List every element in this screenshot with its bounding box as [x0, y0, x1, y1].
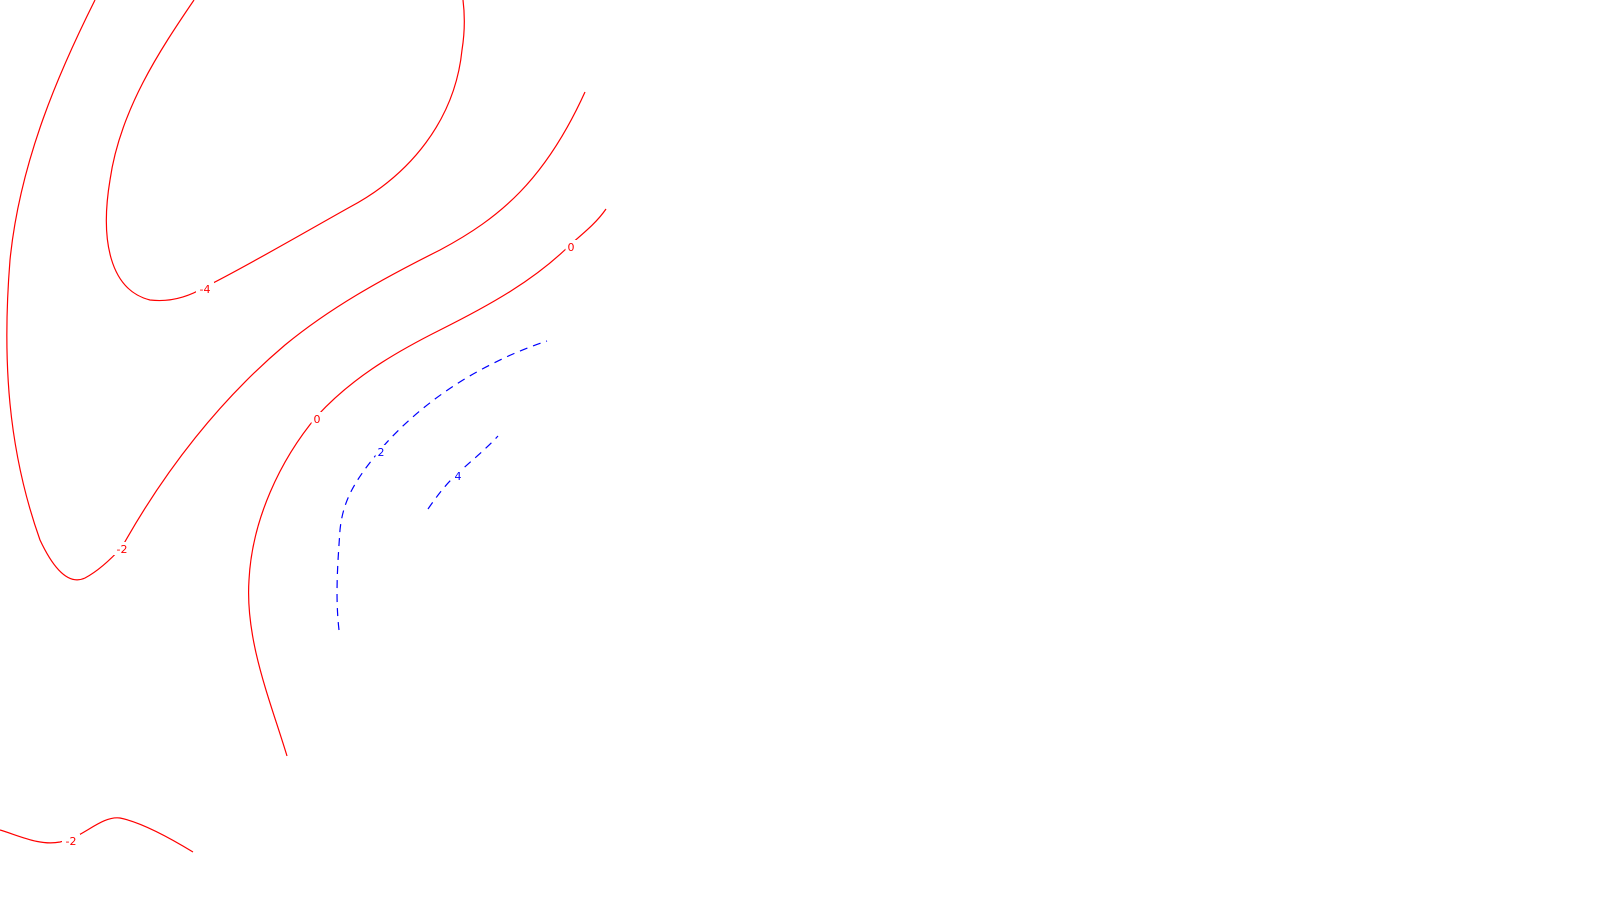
contour-label-background — [196, 282, 214, 295]
contour-line-0-2 — [316, 208, 607, 417]
contour-label-background — [452, 469, 464, 482]
contour-line--4-0 — [105, 0, 465, 302]
contour-label: 0 — [568, 241, 575, 254]
contour-line--2-1 — [6, 0, 586, 581]
contour-line-0-3 — [247, 415, 318, 757]
contour-line--2-6 — [0, 817, 194, 853]
contour-line-2-4 — [336, 340, 548, 631]
contour-label: 0 — [314, 413, 321, 426]
contour-label: -4 — [200, 283, 211, 296]
contour-label: 2 — [378, 446, 385, 459]
contour-label-background — [113, 542, 131, 555]
contour-label-background — [375, 445, 387, 458]
contour-label-background — [62, 834, 80, 847]
contour-label-background — [565, 240, 577, 253]
contour-label-background — [311, 412, 323, 425]
contour-label: 4 — [455, 470, 462, 483]
contour-label: -2 — [117, 543, 128, 556]
contour-label: -2 — [66, 835, 77, 848]
